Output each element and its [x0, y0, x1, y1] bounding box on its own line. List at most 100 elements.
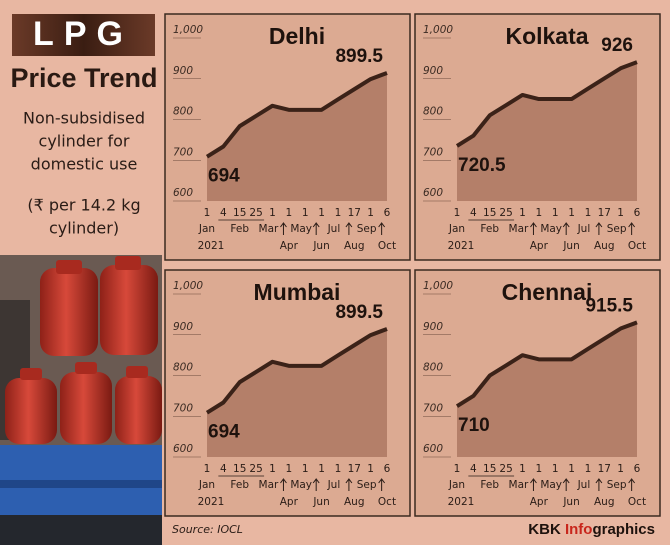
x-tick-label: 25 — [249, 463, 262, 475]
x-tick-label: 1 — [302, 463, 309, 475]
value-label: 899.5 — [335, 46, 383, 67]
x-tick-label: 6 — [634, 207, 641, 219]
line — [455, 60, 638, 148]
month-label: Aug — [594, 496, 615, 508]
y-tick-label: 600 — [173, 187, 193, 199]
photo — [0, 255, 162, 545]
month-label: Mar — [509, 223, 529, 235]
year-label: 2021 — [198, 496, 225, 508]
value-label: 694 — [208, 166, 240, 187]
month-label: Jan — [198, 479, 215, 491]
y-tick-label: 1,000 — [173, 24, 203, 36]
area — [207, 328, 387, 457]
arrow — [378, 222, 386, 235]
y-tick-label: 600 — [423, 187, 443, 199]
x-tick-label: 4 — [470, 463, 477, 475]
value-label: 899.5 — [335, 302, 383, 323]
x-tick-label: 6 — [384, 207, 391, 219]
y-tick-label: 900 — [173, 321, 193, 333]
month-label: Apr — [530, 496, 549, 508]
title-band — [12, 14, 155, 56]
month-label: Jan — [448, 223, 465, 235]
area — [457, 62, 637, 201]
month-label: Apr — [530, 240, 549, 252]
x-tick-label: 1 — [335, 463, 342, 475]
arrow — [562, 222, 570, 235]
x-tick-label: 15 — [483, 207, 496, 219]
x-tick-label: 1 — [535, 463, 542, 475]
description-line: Non-subsidised — [23, 109, 145, 128]
arrow — [345, 478, 353, 491]
x-tick-label: 17 — [598, 463, 611, 475]
x-tick-label: 1 — [204, 463, 211, 475]
month-label: Oct — [628, 496, 646, 508]
x-tick-label: 1 — [585, 207, 592, 219]
x-tick-label: 6 — [384, 463, 391, 475]
month-label: Apr — [280, 240, 299, 252]
month-label: Oct — [628, 240, 646, 252]
value-label: 694 — [208, 422, 240, 443]
credit-suffix: graphics — [592, 521, 655, 538]
description-line: cylinder for — [39, 132, 130, 151]
x-tick-label: 4 — [220, 463, 227, 475]
chart-title: Kolkata — [505, 23, 588, 49]
value-label: 710 — [458, 415, 490, 436]
month-label: May — [290, 479, 312, 491]
month-label: May — [290, 223, 312, 235]
x-tick-label: 17 — [348, 207, 361, 219]
year-label: 2021 — [198, 240, 225, 252]
month-label: Jul — [577, 223, 591, 235]
arrow — [312, 478, 320, 491]
y-tick-label: 800 — [173, 106, 193, 118]
y-tick-label: 1,000 — [173, 280, 203, 292]
value-label: 915.5 — [585, 295, 633, 316]
arrow — [530, 222, 537, 235]
year-label: 2021 — [448, 496, 475, 508]
month-label: Jun — [562, 240, 579, 252]
y-tick-label: 1,000 — [423, 280, 453, 292]
month-label: Oct — [378, 240, 396, 252]
x-tick-label: 1 — [568, 207, 575, 219]
month-label: Jul — [327, 479, 341, 491]
y-tick-label: 700 — [423, 402, 443, 414]
arrow — [280, 478, 287, 491]
month-label: Jul — [577, 479, 591, 491]
arrow — [628, 222, 636, 235]
month-label: Aug — [344, 240, 365, 252]
x-tick-label: 4 — [470, 207, 477, 219]
x-tick-label: 1 — [617, 207, 624, 219]
arrow — [312, 222, 320, 235]
y-tick-label: 700 — [173, 146, 193, 158]
x-tick-label: 1 — [367, 463, 374, 475]
month-label: Sep — [357, 479, 377, 491]
x-tick-label: 1 — [285, 463, 292, 475]
arrow — [530, 478, 537, 491]
x-tick-label: 1 — [568, 463, 575, 475]
month-label: Mar — [509, 479, 529, 491]
chart-title: Delhi — [269, 23, 325, 49]
x-tick-label: 1 — [269, 207, 276, 219]
month-label: Mar — [259, 223, 279, 235]
subtitle: Price Trend — [10, 63, 157, 93]
month-label: Jun — [312, 240, 329, 252]
x-tick-label: 4 — [220, 207, 227, 219]
area — [457, 322, 637, 457]
x-tick-label: 25 — [499, 207, 512, 219]
month-label: Jan — [448, 479, 465, 491]
y-tick-label: 600 — [423, 443, 443, 455]
credit-highlight: Info — [565, 521, 593, 538]
unit-line: cylinder) — [49, 219, 119, 238]
month-label: May — [540, 223, 562, 235]
y-tick-label: 600 — [173, 443, 193, 455]
x-tick-label: 1 — [552, 207, 559, 219]
arrow — [562, 478, 570, 491]
x-tick-label: 1 — [367, 207, 374, 219]
month-label: Apr — [280, 496, 299, 508]
chart-title: Chennai — [502, 279, 593, 305]
x-tick-label: 1 — [535, 207, 542, 219]
x-tick-label: 1 — [285, 207, 292, 219]
line — [205, 71, 388, 159]
month-label: Aug — [594, 240, 615, 252]
x-tick-label: 1 — [617, 463, 624, 475]
